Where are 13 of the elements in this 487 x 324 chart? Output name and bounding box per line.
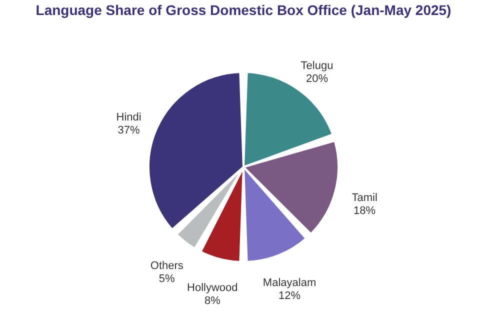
data-label: 8%: [204, 295, 221, 308]
data-label: 37%: [118, 124, 140, 136]
data-label: 12%: [278, 290, 301, 302]
slice-label: Others: [150, 260, 184, 272]
slice-label: Tamil: [352, 192, 378, 204]
data-label: 20%: [306, 72, 328, 85]
slice-label: Hollywood: [187, 282, 238, 294]
slice-label: Malayalam: [262, 277, 316, 290]
chart-title: Language Share of Gross Domestic Box Office (Jan-May 2025): [36, 2, 452, 18]
slice-label: Telugu: [300, 60, 334, 72]
data-label: 18%: [354, 205, 376, 218]
slice-label: Hindi: [116, 111, 142, 124]
data-label: 5%: [158, 272, 176, 285]
